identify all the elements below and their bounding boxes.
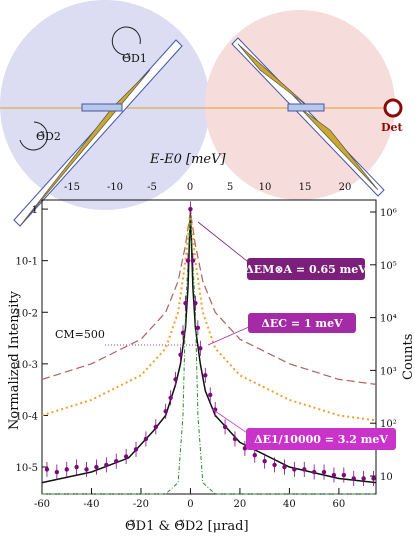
y2-tick-label: 10⁵: [380, 261, 397, 272]
x-tick-label: -20: [133, 499, 149, 510]
y-tick-label: 10-3: [16, 360, 38, 371]
data-point: [104, 462, 109, 468]
plot-frame: [41, 199, 377, 495]
data-point: [54, 469, 60, 475]
data-point: [252, 452, 257, 458]
data-point: [143, 436, 149, 442]
x-axis-title: Θ̃D1 & Θ̃D2 [μrad]: [125, 519, 249, 534]
data-point: [198, 346, 203, 351]
x-tick-label: 20: [234, 499, 247, 510]
data-point: [180, 330, 186, 335]
energy-tick-label: 20: [339, 182, 352, 193]
data-point: [242, 446, 248, 451]
annotation-box-label: ΔE1/10000 = 3.2 meV: [254, 433, 388, 446]
data-point: [44, 467, 50, 472]
y-tick-label: 1: [32, 205, 38, 216]
cm-annotation: CM=500: [55, 328, 105, 341]
chart: -60 -40 -20 0 20 40 60 10-5 10-4 10-3 10-2 10-1 1 10 1…: [7, 199, 415, 534]
y2-axis-title: Counts: [401, 334, 415, 380]
data-point: [173, 377, 178, 382]
annotations: CM=500 ΔEM⊗A = 0.65 meV ΔEC = 1 meV ΔE1/100…: [55, 221, 396, 450]
data-point: [282, 464, 287, 470]
energy-tick-labels: -15 -10 -5 0 5 10 15 20: [64, 182, 351, 193]
data-point: [133, 447, 139, 452]
y-tick-label: 10-5: [16, 463, 38, 474]
energy-tick-label: 5: [227, 182, 233, 193]
detector-icon: [383, 98, 403, 118]
y2-tick-label: 10³: [380, 366, 397, 377]
rotation-arrow-icon-d1: [111, 26, 141, 56]
y-axis-title: Normalized Intensity: [7, 290, 22, 430]
data-point: [185, 258, 191, 263]
data-point: [361, 476, 366, 481]
y-tick-label: 10-4: [16, 411, 38, 422]
data-point: [193, 300, 198, 306]
crystal-d2: [231, 37, 385, 197]
y-tick-label: 10-2: [16, 308, 38, 319]
data-point: [203, 373, 208, 378]
data-point: [262, 458, 267, 464]
data-point: [311, 469, 317, 475]
energy-tick-label: 10: [259, 182, 272, 193]
data-point: [153, 424, 159, 430]
theta-d1-label: Θ̃D1: [122, 52, 147, 65]
crystal-d1: [13, 39, 183, 227]
data-point: [351, 476, 356, 481]
data-point: [74, 464, 79, 470]
data-point: [183, 300, 188, 306]
y2-tick-label: 10⁴: [380, 314, 397, 325]
theta-d2-label: Θ̃D2: [36, 130, 61, 143]
x-tick-label: -40: [83, 499, 99, 510]
x-tick-label: 0: [187, 499, 193, 510]
energy-axis-title: E-E0 [meV]: [149, 152, 226, 167]
series-group: [41, 201, 377, 495]
x-tick-label: -60: [34, 499, 50, 510]
y2-tick-label: 10⁶: [380, 208, 397, 219]
energy-tick-label: 0: [187, 182, 193, 193]
y2-tick-label: 10: [380, 472, 393, 483]
y2-tick-label: 10²: [380, 419, 397, 430]
data-point: [64, 467, 69, 472]
series-line-dotted-orange: [41, 213, 377, 422]
data-point: [190, 258, 196, 263]
data-point: [208, 392, 213, 398]
data-point: [195, 325, 201, 330]
y-tick-label: 10-1: [16, 257, 38, 268]
x-tick-label: 60: [333, 499, 346, 510]
energy-tick-label: -5: [147, 182, 157, 193]
data-point: [123, 454, 129, 459]
detector-label: Det: [381, 121, 404, 134]
energy-tick-label: 15: [299, 182, 312, 193]
data-point: [84, 467, 89, 472]
annotation-box: [246, 428, 396, 450]
data-point: [292, 467, 297, 472]
annotation-box: [247, 258, 365, 280]
data-point: [232, 436, 238, 442]
data-point: [94, 464, 99, 470]
data-point: [178, 352, 183, 357]
data-point: [371, 476, 376, 481]
data-point: [331, 472, 337, 478]
annotation-box-label: ΔEM⊗A = 0.65 meV: [245, 263, 367, 276]
energy-tick-label: -10: [107, 182, 123, 193]
axis-ticks: -60 -40 -20 0 20 40 60 10-5 10-4 10-3 10-2 10-1 1 10 1…: [16, 205, 397, 510]
data-point: [272, 462, 277, 468]
data-point: [321, 469, 327, 475]
annotation-box: [248, 313, 356, 333]
data-point: [163, 409, 168, 414]
annotation-box-label: ΔEC = 1 meV: [261, 317, 343, 330]
energy-tick-label: -15: [64, 182, 80, 193]
data-point: [114, 458, 119, 464]
data-point: [302, 467, 307, 472]
series-line-dash-dot-green: [42, 211, 376, 495]
rotation-arrow-icon-d2: [19, 121, 48, 151]
data-point: [222, 424, 228, 430]
data-point: [341, 472, 347, 478]
data-point: [168, 395, 173, 400]
x-tick-label: 40: [283, 499, 296, 510]
data-point: [188, 206, 193, 212]
series-line-dashed-red: [41, 211, 377, 385]
